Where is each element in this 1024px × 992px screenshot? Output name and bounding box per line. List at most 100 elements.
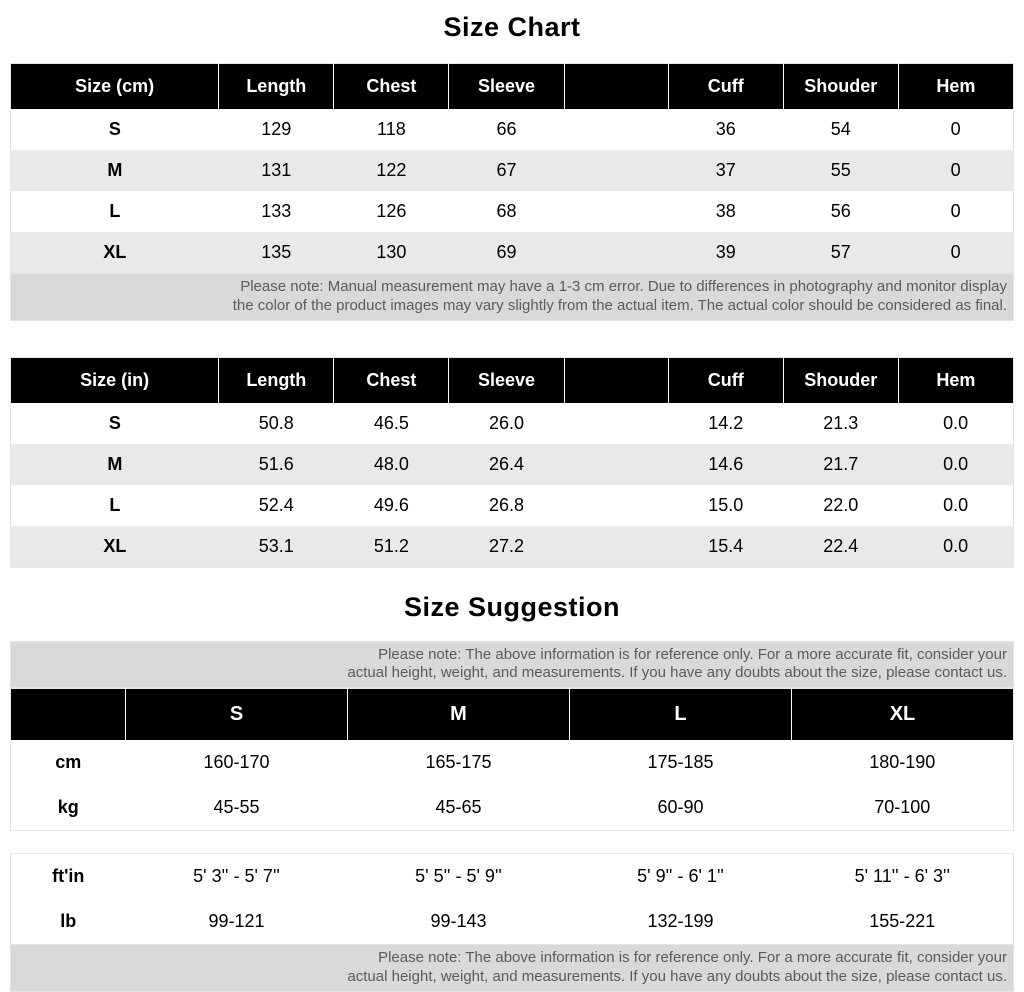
cell: L xyxy=(11,191,219,232)
cell: XL xyxy=(11,232,219,274)
cell: 48.0 xyxy=(334,444,449,485)
cell: 0 xyxy=(898,191,1013,232)
table-row: M 51.6 48.0 26.4 14.6 21.7 0.0 xyxy=(11,444,1014,485)
cell: M xyxy=(11,150,219,191)
size-chart-cm-table: Size (cm) Length Chest Sleeve Cuff Shoud… xyxy=(10,63,1014,274)
cell: 0.0 xyxy=(898,444,1013,485)
cell: 132-199 xyxy=(570,899,792,945)
cell: 14.2 xyxy=(668,403,783,444)
cell: 21.3 xyxy=(783,403,898,444)
th-cuff-in: Cuff xyxy=(668,357,783,403)
cell xyxy=(564,444,668,485)
size-suggestion-table-metric: S M L XL cm 160-170 165-175 175-185 180-… xyxy=(10,688,1014,831)
cell: 21.7 xyxy=(783,444,898,485)
cell: 52.4 xyxy=(219,485,334,526)
cell: 180-190 xyxy=(792,740,1014,785)
cell: 155-221 xyxy=(792,899,1014,945)
cell: 126 xyxy=(334,191,449,232)
table-row: XL 53.1 51.2 27.2 15.4 22.4 0.0 xyxy=(11,526,1014,568)
cell: 122 xyxy=(334,150,449,191)
cell: cm xyxy=(11,740,126,785)
cell: 55 xyxy=(783,150,898,191)
cell: 70-100 xyxy=(792,785,1014,831)
th-blank xyxy=(11,689,126,741)
cell: 45-55 xyxy=(126,785,348,831)
size-suggestion-note-top: Please note: The above information is fo… xyxy=(10,641,1014,689)
cell: M xyxy=(11,444,219,485)
table-row: M 131 122 67 37 55 0 xyxy=(11,150,1014,191)
th-blank-in xyxy=(564,357,668,403)
cell: 0.0 xyxy=(898,485,1013,526)
cell: 0 xyxy=(898,150,1013,191)
cell: 51.2 xyxy=(334,526,449,568)
cell: 15.0 xyxy=(668,485,783,526)
th-sleeve-cm: Sleeve xyxy=(449,64,564,110)
table-row: kg 45-55 45-65 60-90 70-100 xyxy=(11,785,1014,831)
cell: 66 xyxy=(449,109,564,150)
size-chart-in-table: Size (in) Length Chest Sleeve Cuff Shoud… xyxy=(10,357,1014,568)
cell: 14.6 xyxy=(668,444,783,485)
cell xyxy=(564,403,668,444)
th-l: L xyxy=(570,689,792,741)
cell: 26.0 xyxy=(449,403,564,444)
cell: 36 xyxy=(668,109,783,150)
cell xyxy=(564,191,668,232)
cell: 22.4 xyxy=(783,526,898,568)
cell: 118 xyxy=(334,109,449,150)
cell: S xyxy=(11,403,219,444)
size-chart-title: Size Chart xyxy=(10,12,1014,43)
cell xyxy=(564,526,668,568)
cell: 49.6 xyxy=(334,485,449,526)
th-size-in: Size (in) xyxy=(11,357,219,403)
table-row: cm 160-170 165-175 175-185 180-190 xyxy=(11,740,1014,785)
cell: 165-175 xyxy=(348,740,570,785)
cell: 5' 3'' - 5' 7'' xyxy=(126,854,348,900)
cell: 0 xyxy=(898,109,1013,150)
cell: 175-185 xyxy=(570,740,792,785)
th-size-cm: Size (cm) xyxy=(11,64,219,110)
th-m: M xyxy=(348,689,570,741)
cell: 15.4 xyxy=(668,526,783,568)
cell xyxy=(564,485,668,526)
th-sleeve-in: Sleeve xyxy=(449,357,564,403)
th-s: S xyxy=(126,689,348,741)
cell: 5' 11'' - 6' 3'' xyxy=(792,854,1014,900)
cell: 69 xyxy=(449,232,564,274)
cell: 60-90 xyxy=(570,785,792,831)
cell: 26.4 xyxy=(449,444,564,485)
size-suggestion-title: Size Suggestion xyxy=(10,592,1014,623)
table-row: L 133 126 68 38 56 0 xyxy=(11,191,1014,232)
cell: XL xyxy=(11,526,219,568)
th-shouder-in: Shouder xyxy=(783,357,898,403)
cell: 67 xyxy=(449,150,564,191)
cell: 37 xyxy=(668,150,783,191)
cell: 57 xyxy=(783,232,898,274)
th-xl: XL xyxy=(792,689,1014,741)
cell: 51.6 xyxy=(219,444,334,485)
cell: 129 xyxy=(219,109,334,150)
cell: 0 xyxy=(898,232,1013,274)
cell: 0.0 xyxy=(898,526,1013,568)
cell: 56 xyxy=(783,191,898,232)
cell: 131 xyxy=(219,150,334,191)
cell: 135 xyxy=(219,232,334,274)
cell: 133 xyxy=(219,191,334,232)
cell: 38 xyxy=(668,191,783,232)
cell: 99-121 xyxy=(126,899,348,945)
cell xyxy=(564,232,668,274)
cell: 53.1 xyxy=(219,526,334,568)
table-row: S 50.8 46.5 26.0 14.2 21.3 0.0 xyxy=(11,403,1014,444)
cell: 68 xyxy=(449,191,564,232)
table-row: L 52.4 49.6 26.8 15.0 22.0 0.0 xyxy=(11,485,1014,526)
cell: kg xyxy=(11,785,126,831)
th-blank-cm xyxy=(564,64,668,110)
cell: L xyxy=(11,485,219,526)
cell: 50.8 xyxy=(219,403,334,444)
th-shouder-cm: Shouder xyxy=(783,64,898,110)
cell: 46.5 xyxy=(334,403,449,444)
cell: 45-65 xyxy=(348,785,570,831)
size-suggestion-table-imperial: ft'in 5' 3'' - 5' 7'' 5' 5'' - 5' 9'' 5'… xyxy=(10,853,1014,945)
size-suggestion-note-bottom: Please note: The above information is fo… xyxy=(10,945,1014,992)
cell: ft'in xyxy=(11,854,126,900)
cell: 22.0 xyxy=(783,485,898,526)
